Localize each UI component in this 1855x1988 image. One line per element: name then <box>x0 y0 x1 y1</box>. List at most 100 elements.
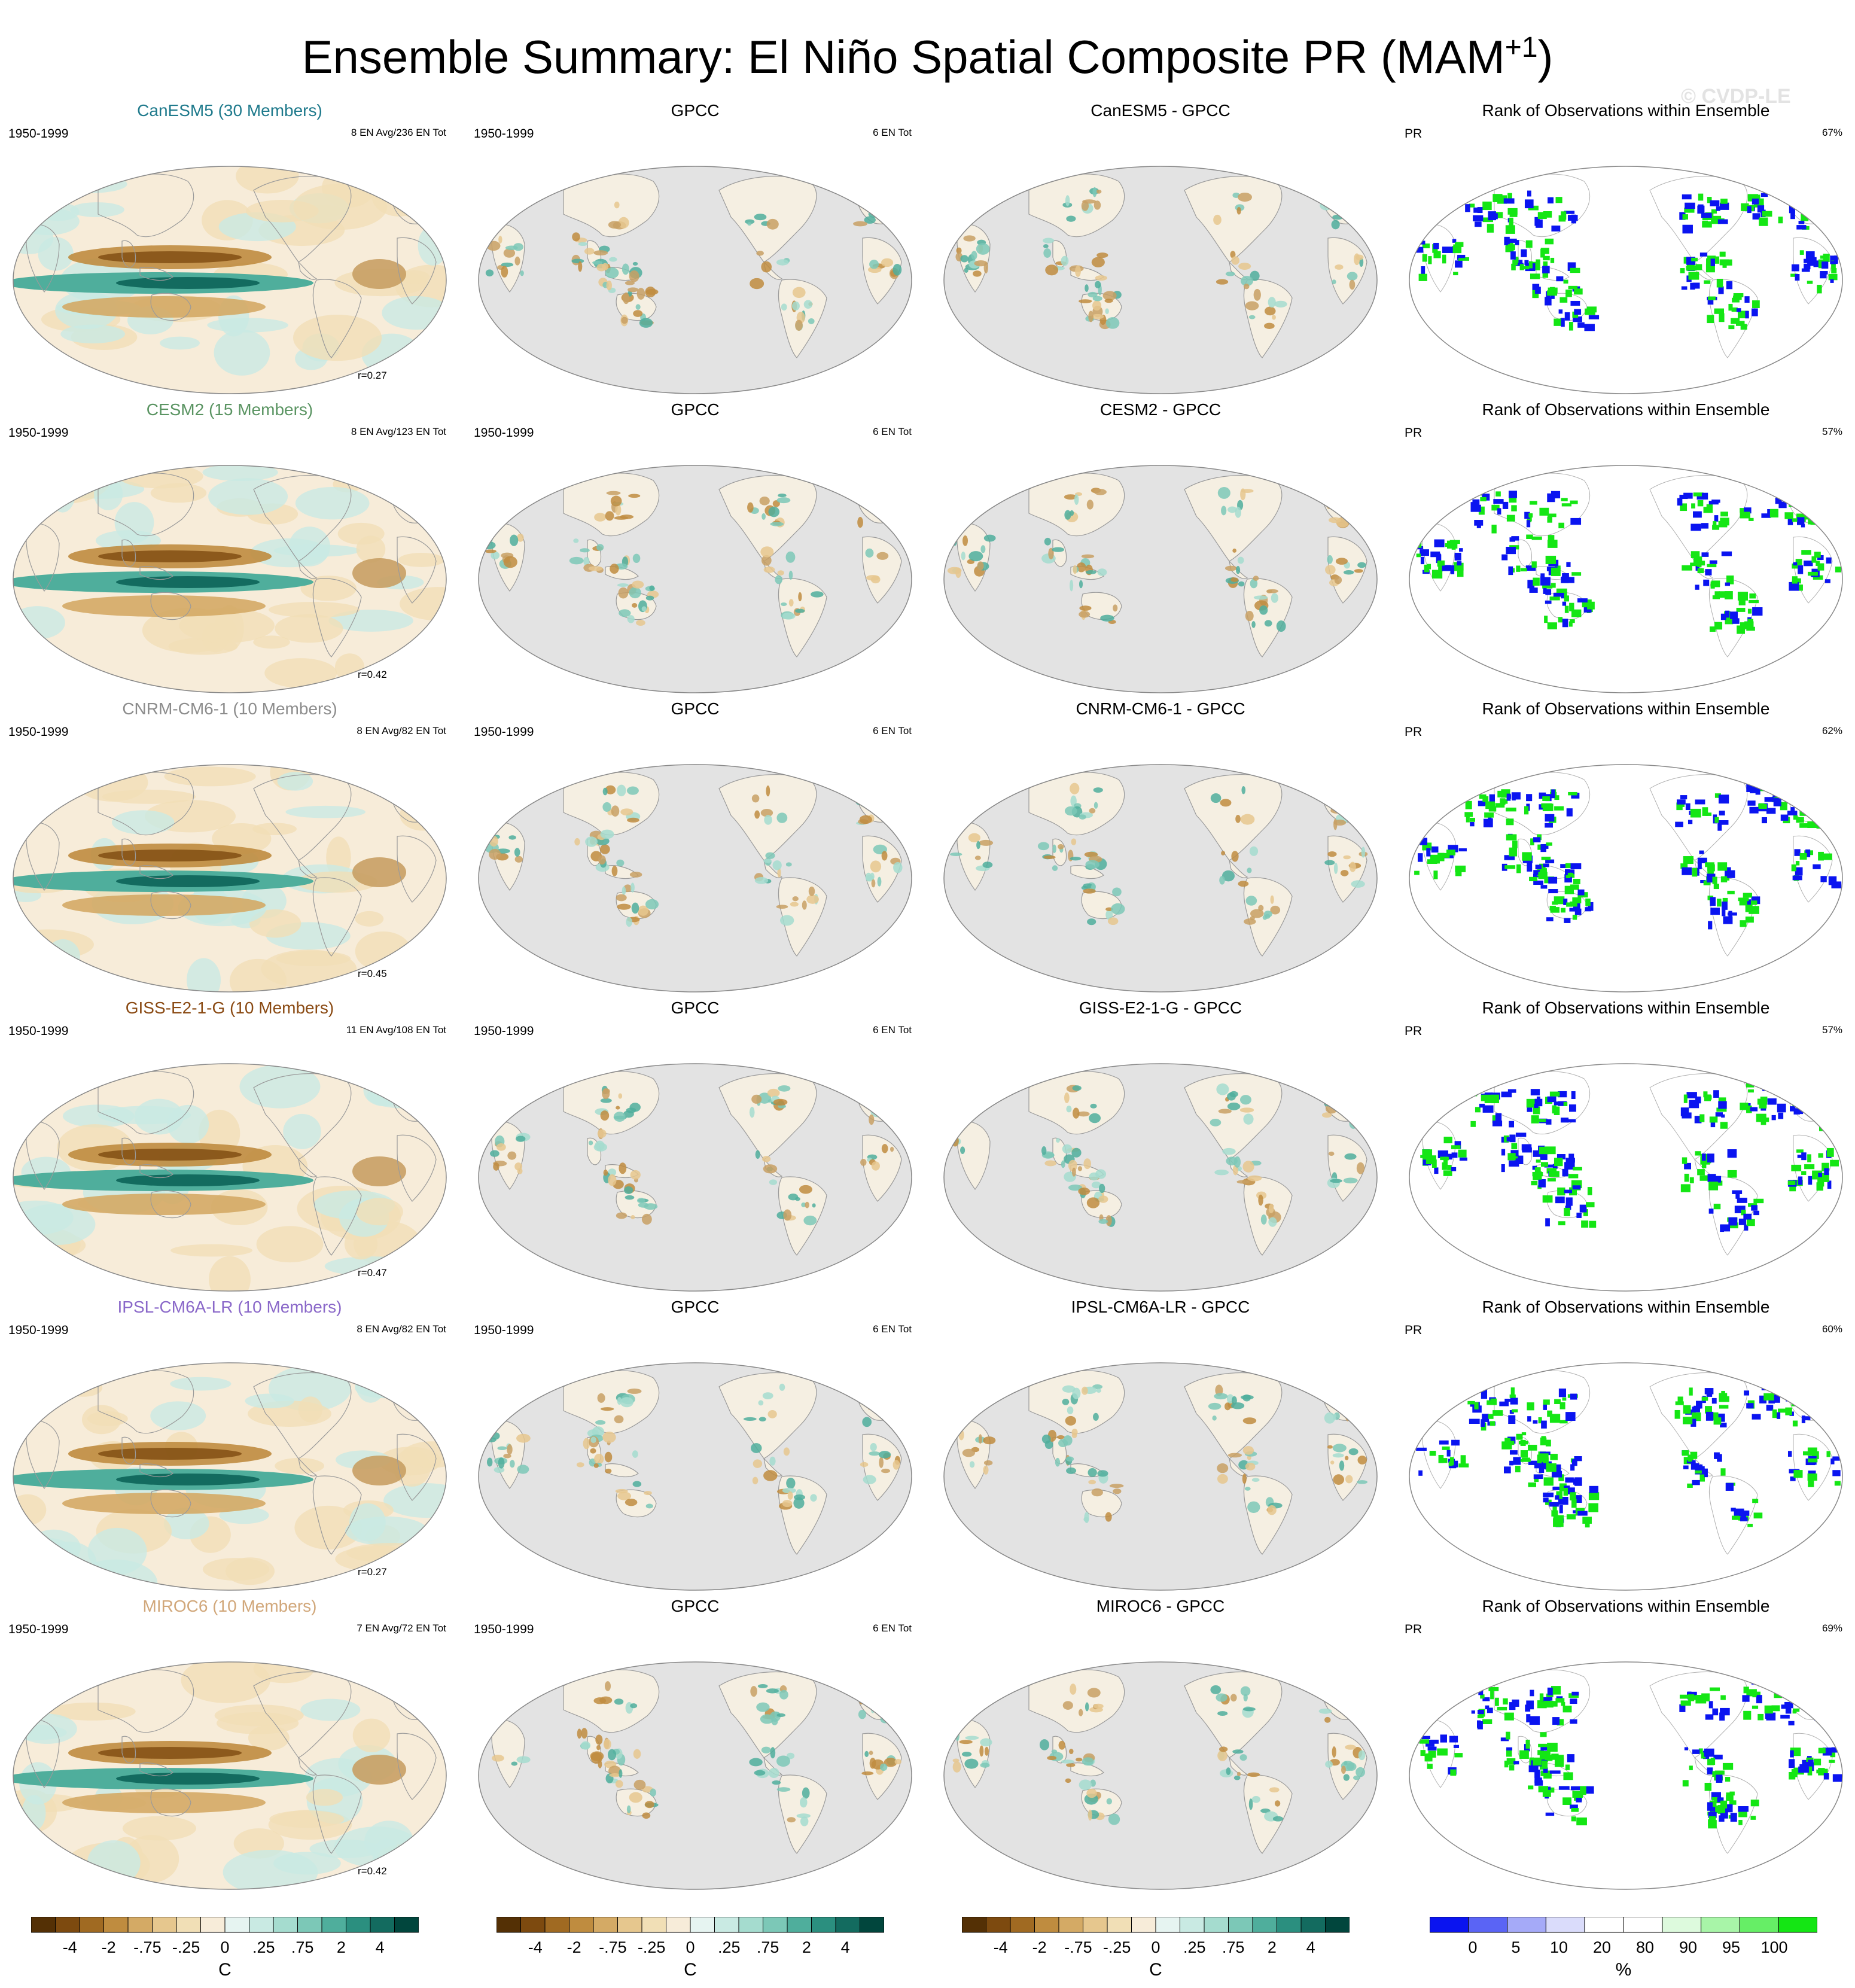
en-count-label: 6 EN Tot <box>873 127 912 138</box>
obs-panel-title: GPCC <box>671 998 720 1017</box>
en-count-label: 6 EN Tot <box>873 426 912 437</box>
colorbar-unit-label: C <box>1149 1960 1162 1980</box>
panel-diff-row-1: CanESM5 - GPCC <box>939 101 1382 400</box>
colorbar-tick-label: 2 <box>802 1938 811 1956</box>
period-label: 1950-1999 <box>8 426 69 440</box>
colorbar-swatch <box>811 1916 836 1933</box>
colorbar-tick-label: 2 <box>336 1938 346 1956</box>
period-label: 1950-1999 <box>8 1024 69 1038</box>
colorbar-swatch <box>1034 1916 1059 1933</box>
colorbar-swatch <box>1131 1916 1156 1933</box>
diff-map <box>943 1661 1378 1890</box>
obs-map <box>478 1661 912 1890</box>
colorbar-unit-label: % <box>1615 1960 1632 1980</box>
continent-outline <box>1184 474 1283 562</box>
continent-outline <box>1184 1372 1283 1459</box>
colorbar-swatch <box>1778 1916 1818 1933</box>
obs-panel-title: GPCC <box>671 101 720 120</box>
colorbar-swatch <box>666 1916 691 1933</box>
panel-obs-row-6: GPCC 1950-1999 6 EN Tot <box>474 1596 916 1895</box>
colorbar-unit-label: C <box>218 1960 232 1980</box>
figure-title: Ensemble Summary: El Niño Spatial Compos… <box>301 31 1554 83</box>
colorbar-tick-label: 20 <box>1592 1938 1612 1956</box>
colorbar-swatch <box>1584 1916 1624 1933</box>
colorbar-swatch <box>1300 1916 1326 1933</box>
colorbar-rank: 0 5 10 20 80 90 95 100% <box>1429 1916 1818 1983</box>
colorbar-swatch <box>1545 1916 1585 1933</box>
period-label: 1950-1999 <box>8 127 69 141</box>
rank-panel-title: Rank of Observations within Ensemble <box>1482 400 1770 419</box>
colorbar-swatches <box>1429 1916 1818 1933</box>
period-label: 1950-1999 <box>474 725 534 739</box>
panel-diff-row-5: IPSL-CM6A-LR - GPCC <box>939 1297 1382 1596</box>
colorbar-swatch <box>986 1916 1011 1933</box>
colorbar-swatch <box>1228 1916 1253 1933</box>
panel-diff-row-4: GISS-E2-1-G - GPCC <box>939 998 1382 1297</box>
continent-outline <box>605 1463 639 1478</box>
pattern-correlation: r=0.27 <box>358 1566 387 1578</box>
continent-outline <box>1184 774 1283 861</box>
model-panel-title: GISS-E2-1-G (10 Members) <box>125 998 334 1017</box>
colorbar-tick-label: 80 <box>1635 1938 1655 1956</box>
colorbar-swatch <box>1058 1916 1083 1933</box>
colorbar-tick-label: -.25 <box>172 1938 200 1956</box>
colorbar-swatch <box>31 1916 56 1933</box>
colorbar-tick-label: 4 <box>1306 1938 1315 1956</box>
period-label: 1950-1999 <box>474 127 534 141</box>
model-map <box>13 1063 447 1292</box>
diff-map <box>943 166 1378 394</box>
en-count-label: 8 EN Avg/236 EN Tot <box>351 127 446 138</box>
colorbar-swatches <box>31 1916 419 1933</box>
en-count-label: 8 EN Avg/123 EN Tot <box>351 426 446 437</box>
pattern-correlation: r=0.27 <box>358 370 387 381</box>
continent-outline <box>1184 175 1283 263</box>
rank-percent-label: 57% <box>1822 1024 1842 1036</box>
model-panel-title: CNRM-CM6-1 (10 Members) <box>122 699 337 718</box>
diff-map <box>943 1362 1378 1591</box>
panel-rank-row-6: Rank of Observations within Ensemble PR 69… <box>1405 1596 1847 1895</box>
colorbar-swatch <box>1429 1916 1469 1933</box>
continent-outline <box>1243 1475 1293 1555</box>
colorbar-swatch <box>641 1916 666 1933</box>
colorbar-swatch <box>55 1916 80 1933</box>
pattern-correlation: r=0.42 <box>358 669 387 680</box>
colorbar-tick-label: -2 <box>1032 1938 1047 1956</box>
pattern-correlation: r=0.42 <box>358 1865 387 1877</box>
rank-map <box>1409 1661 1843 1890</box>
rank-panel-title: Rank of Observations within Ensemble <box>1482 1298 1770 1316</box>
colorbar-tick-label: -.75 <box>133 1938 162 1956</box>
diff-panel-title: IPSL-CM6A-LR - GPCC <box>1071 1298 1250 1316</box>
variable-label: PR <box>1405 1622 1423 1636</box>
panel-obs-row-1: GPCC 1950-1999 6 EN Tot <box>474 101 916 400</box>
period-label: 1950-1999 <box>474 1024 534 1038</box>
pattern-correlation: r=0.47 <box>358 1267 387 1278</box>
colorbar-swatch <box>1107 1916 1132 1933</box>
continent-outline <box>1081 1489 1122 1518</box>
model-panel-title: MIROC6 (10 Members) <box>142 1597 317 1615</box>
colorbar-swatch <box>1662 1916 1702 1933</box>
colorbar-tick-label: 0 <box>220 1938 230 1956</box>
panel-rank-row-5: Rank of Observations within Ensemble PR 60… <box>1405 1297 1847 1596</box>
colorbar-swatch <box>1325 1916 1350 1933</box>
colorbar-tick-label: .25 <box>718 1938 741 1956</box>
colorbar-swatch <box>1701 1916 1740 1933</box>
colorbar-swatch <box>1277 1916 1302 1933</box>
panel-model-row-5: IPSL-CM6A-LR (10 Members) 1950-1999 8 EN A… <box>8 1297 451 1596</box>
colorbar-swatch <box>249 1916 274 1933</box>
colorbar-swatch <box>617 1916 642 1933</box>
colorbar-swatch <box>1155 1916 1180 1933</box>
panel-rank-row-1: Rank of Observations within Ensemble PR 67… <box>1405 101 1847 400</box>
rank-percent-label: 67% <box>1822 127 1842 138</box>
colorbar-swatch <box>738 1916 763 1933</box>
colorbar-swatch <box>1083 1916 1108 1933</box>
variable-label: PR <box>1405 426 1423 440</box>
en-count-label: 6 EN Tot <box>873 725 912 736</box>
colorbar-tick-label: .25 <box>252 1938 275 1956</box>
colorbar-tick-label: 95 <box>1722 1938 1741 1956</box>
colorbar-swatch <box>1010 1916 1035 1933</box>
colorbar-swatch <box>127 1916 153 1933</box>
variable-label: PR <box>1405 725 1423 739</box>
obs-panel-title: GPCC <box>671 1298 720 1316</box>
period-label: 1950-1999 <box>474 1323 534 1337</box>
rank-panel-title: Rank of Observations within Ensemble <box>1482 998 1770 1017</box>
